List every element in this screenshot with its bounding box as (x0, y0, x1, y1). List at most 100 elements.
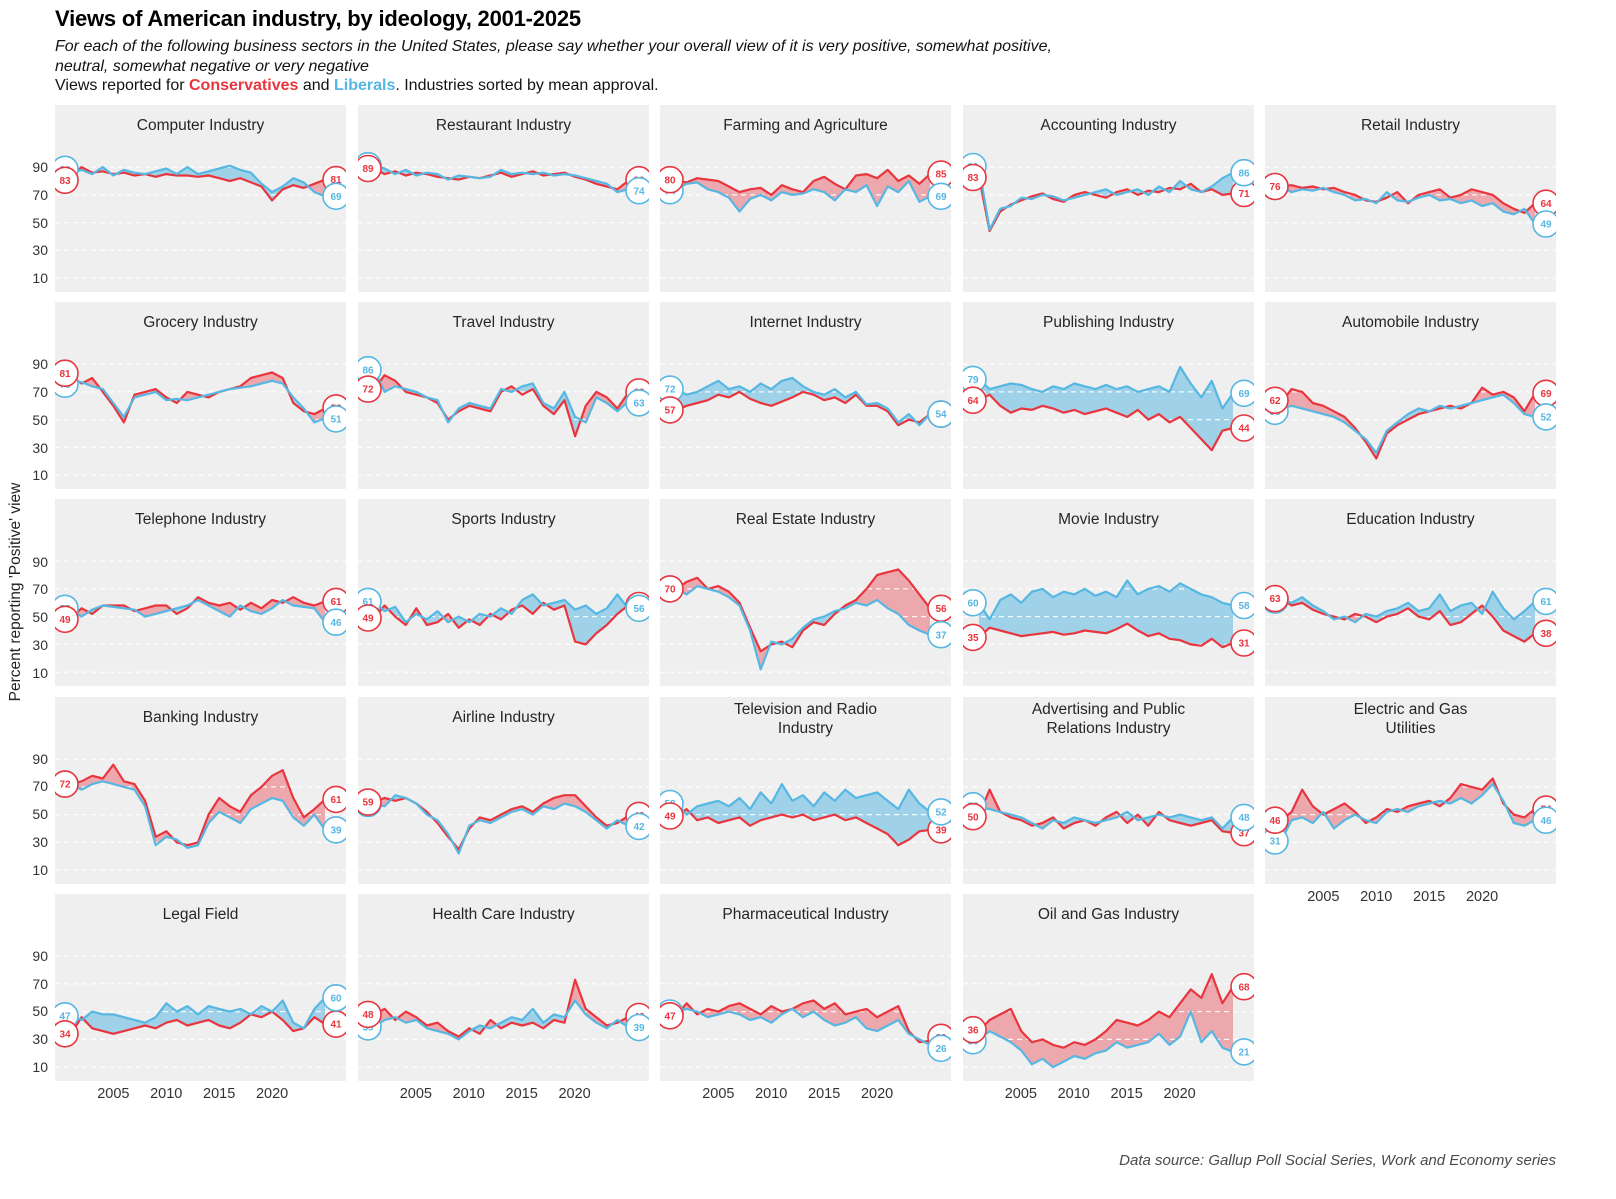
liberals-line (372, 593, 629, 624)
svg-text:63: 63 (1269, 595, 1281, 606)
svg-text:37: 37 (1238, 828, 1250, 839)
svg-text:31: 31 (1238, 639, 1250, 650)
panel-title: Automobile Industry (1342, 314, 1479, 331)
x-axis-tick: 2020 (255, 1085, 289, 1102)
liberals-line (977, 1010, 1234, 1068)
liberals-line (69, 379, 327, 424)
survey-question: For each of the following business secto… (55, 37, 1052, 76)
panel-advertising-and-public-relations-industry: Advertising and Public Relations Industry… (962, 696, 1254, 884)
x-axis-tick: 2020 (860, 1085, 894, 1102)
svg-text:46: 46 (1269, 815, 1281, 826)
conservatives-line (1279, 776, 1537, 824)
y-axis-tick: 30 (32, 833, 48, 850)
conservatives-line (674, 999, 932, 1044)
svg-text:72: 72 (59, 779, 71, 790)
x-axis-tick: 2005 (1307, 888, 1340, 905)
liberals-line (977, 166, 1234, 231)
panel-education-industry: Education Industry62633861 (1265, 499, 1556, 687)
y-axis-tick: 50 (32, 1003, 48, 1020)
x-axis-tick: 2005 (702, 1085, 735, 1102)
end-label-liberals: 52 (1532, 403, 1556, 431)
header: Views of American industry, by ideology,… (55, 6, 1052, 95)
start-label-conservatives: 59 (357, 787, 382, 816)
y-axis-tick: 50 (32, 214, 48, 231)
panel-title: Telephone Industry (135, 511, 266, 528)
end-label-liberals: 42 (624, 812, 649, 840)
y-axis-tick: 90 (32, 356, 48, 373)
y-axis-tick: 30 (32, 439, 48, 456)
end-label-liberals: 21 (1229, 1037, 1254, 1066)
panel-title: Pharmaceutical Industry (722, 906, 889, 923)
panel-background (357, 893, 649, 1081)
panel-title: Legal Field (163, 906, 239, 923)
liberals-line (372, 368, 629, 424)
conservatives-line (69, 596, 327, 620)
start-label-conservatives: 83 (55, 166, 79, 195)
x-axis-tick: 2010 (1360, 888, 1393, 905)
svg-text:39: 39 (633, 1023, 645, 1034)
panel-background (55, 499, 346, 687)
y-axis-tick: 50 (32, 411, 48, 428)
svg-text:69: 69 (330, 192, 342, 203)
panel-chart-education-industry: Education Industry62633861 (1265, 499, 1556, 687)
conservatives-line (372, 602, 629, 646)
panel-real-estate-industry: Real Estate Industry70705637 (660, 499, 951, 687)
start-label-conservatives: 46 (1265, 805, 1289, 834)
liberals-line (1279, 590, 1537, 624)
panel-banking-industry: Banking Industry72726139 (55, 696, 346, 884)
conservatives-line (1279, 597, 1537, 644)
panel-chart-movie-industry: Movie Industry 60 35 31 58 (962, 499, 1254, 687)
panel-title: Sports Industry (451, 511, 555, 528)
liberals-line (372, 999, 629, 1041)
svg-text:38: 38 (1540, 629, 1552, 640)
conservatives-line (977, 175, 1234, 233)
x-axis-tick: 2005 (399, 1085, 432, 1102)
liberal-advantage-area (676, 783, 930, 845)
start-label-conservatives: 81 (55, 359, 79, 388)
panel-airline-industry: Airline Industry58594942 (357, 696, 649, 884)
svg-text:83: 83 (967, 173, 979, 184)
panel-background (1265, 105, 1556, 292)
x-axis-tick: 2005 (1004, 1085, 1037, 1102)
panel-chart-computer-industry: Computer Industry86838169 (55, 105, 346, 292)
panel-background (55, 105, 346, 292)
svg-text:72: 72 (664, 385, 676, 396)
liberals-line (1279, 185, 1537, 226)
svg-text:61: 61 (330, 795, 342, 806)
svg-text:31: 31 (1269, 836, 1281, 847)
panel-chart-sports-industry: Sports Industry61495856 (357, 499, 649, 687)
panel-health-care-industry: Health Care Industry39484639 (357, 893, 649, 1081)
y-axis-tick: 90 (32, 553, 48, 570)
legend-liberals: Liberals (333, 77, 396, 95)
panel-publishing-industry: Publishing Industry 79 64 44 69 (962, 302, 1254, 490)
conservatives-line (977, 972, 1234, 1049)
start-label-conservatives: 57 (660, 396, 684, 424)
svg-text:39: 39 (330, 825, 342, 836)
svg-text:69: 69 (1540, 389, 1552, 400)
conservatives-line (372, 167, 629, 191)
panel-background (357, 302, 649, 490)
conservatives-line (977, 788, 1234, 834)
svg-text:56: 56 (633, 604, 645, 615)
end-label-liberals: 39 (322, 815, 346, 844)
panel-restaurant-industry: Restaurant Industry91898074 (357, 105, 649, 292)
panel-automobile-industry: Automobile Industry58626952 (1265, 302, 1556, 490)
svg-text:21: 21 (1238, 1047, 1250, 1058)
start-label-conservatives: 72 (357, 375, 382, 404)
data-source: Data source: Gallup Poll Social Series, … (1119, 1152, 1556, 1169)
start-label-conservatives: 48 (357, 1000, 382, 1028)
start-label-conservatives: 70 (660, 575, 684, 604)
panel-chart-real-estate-industry: Real Estate Industry70705637 (660, 499, 951, 687)
panel-chart-telephone-industry: Telephone Industry55496146 (55, 499, 346, 687)
y-axis-tick: 50 (32, 609, 48, 626)
svg-text:42: 42 (633, 822, 645, 833)
panel-background (660, 696, 951, 884)
start-label-conservatives: 62 (1265, 386, 1289, 415)
y-axis-tick: 90 (32, 750, 48, 767)
conservatives-line (674, 168, 932, 196)
svg-text:41: 41 (330, 1019, 342, 1030)
svg-text:64: 64 (1540, 199, 1552, 210)
liberals-line (674, 585, 932, 671)
y-axis-tick: 10 (32, 664, 48, 681)
panel-background (1265, 696, 1556, 884)
